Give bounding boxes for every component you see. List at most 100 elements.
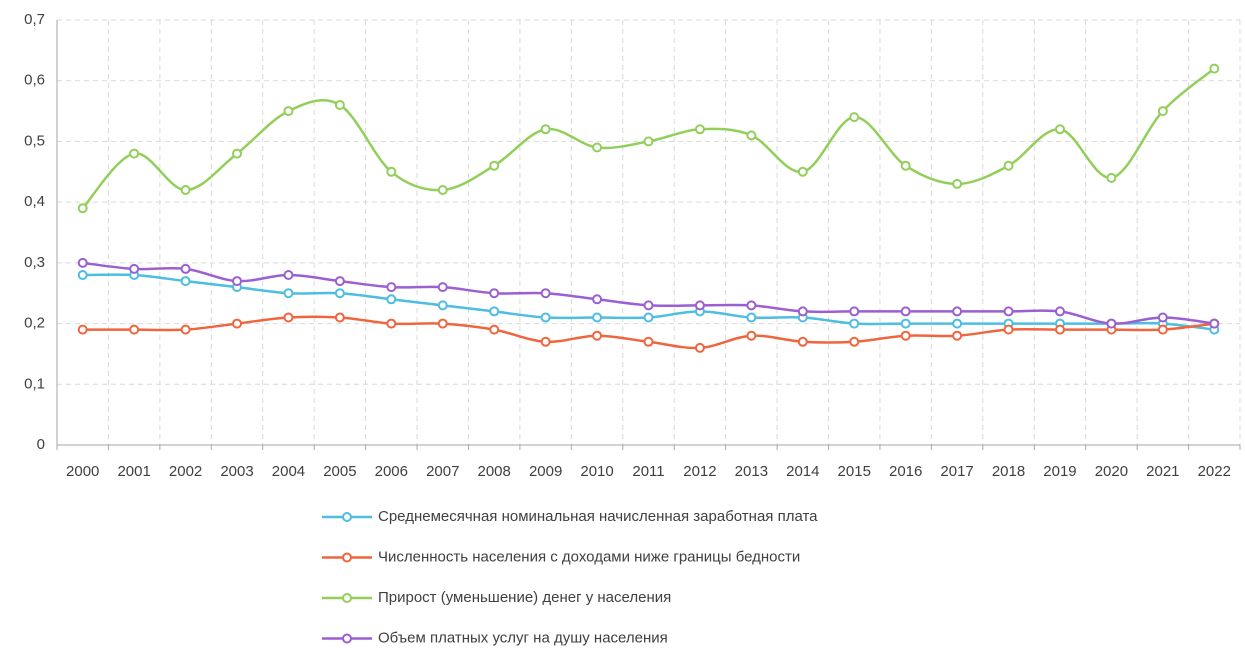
point: [849, 336, 860, 347]
x-tick-label: 2005: [323, 463, 356, 480]
point: [1209, 318, 1220, 329]
point: [283, 106, 294, 117]
x-tick-label: 2021: [1146, 463, 1179, 480]
x-tick-label: 2019: [1043, 463, 1076, 480]
y-tick-label: 0: [37, 436, 45, 453]
point: [1003, 160, 1014, 171]
point: [746, 312, 757, 323]
point: [643, 136, 654, 147]
point: [489, 324, 500, 335]
y-tick-label: 0,7: [24, 11, 45, 28]
point: [952, 178, 963, 189]
point: [540, 336, 551, 347]
y-tick-label: 0,3: [24, 254, 45, 271]
point: [1209, 63, 1220, 74]
x-tick-label: 2007: [426, 463, 459, 480]
point: [1054, 324, 1065, 335]
point: [1003, 324, 1014, 335]
legend-label: Объем платных услуг на душу населения: [378, 629, 668, 646]
x-tick-label: 2000: [66, 463, 99, 480]
point: [849, 306, 860, 317]
point: [129, 324, 140, 335]
point: [952, 330, 963, 341]
point: [900, 330, 911, 341]
point: [1106, 172, 1117, 183]
point: [334, 312, 345, 323]
x-tick-label: 2010: [580, 463, 613, 480]
x-tick-label: 2016: [889, 463, 922, 480]
point: [592, 330, 603, 341]
point: [386, 318, 397, 329]
point: [540, 124, 551, 135]
point: [180, 324, 191, 335]
legend-marker: [342, 593, 352, 603]
y-tick-label: 0,5: [24, 132, 45, 149]
point: [180, 185, 191, 195]
point: [900, 318, 911, 329]
point: [643, 312, 654, 323]
point: [1003, 306, 1014, 317]
point: [1157, 324, 1168, 335]
point: [283, 288, 294, 299]
point: [386, 282, 397, 293]
legend-label: Прирост (уменьшение) денег у населения: [378, 589, 671, 606]
point: [643, 300, 654, 311]
point: [386, 294, 397, 305]
point: [540, 288, 551, 299]
point: [283, 270, 294, 280]
x-tick-label: 2020: [1095, 463, 1128, 480]
point: [437, 318, 448, 329]
point: [694, 124, 705, 135]
legend-marker: [342, 552, 352, 563]
point: [746, 300, 757, 311]
point: [334, 288, 345, 299]
point: [849, 112, 860, 123]
x-tick-label: 2006: [375, 463, 408, 480]
x-tick-label: 2014: [786, 463, 819, 480]
x-tick-label: 2004: [272, 463, 305, 480]
point: [437, 185, 448, 195]
point: [1054, 306, 1065, 317]
x-tick-label: 2003: [220, 463, 253, 480]
y-tick-label: 0,2: [24, 315, 45, 332]
point: [746, 130, 757, 141]
y-tick-label: 0,4: [24, 193, 45, 210]
point: [540, 312, 551, 323]
point: [437, 300, 448, 311]
x-tick-label: 2017: [940, 463, 973, 480]
point: [129, 263, 140, 274]
point: [797, 166, 808, 177]
point: [180, 276, 191, 287]
point: [232, 276, 243, 287]
x-tick-label: 2001: [117, 463, 150, 480]
point: [849, 318, 860, 329]
point: [1106, 318, 1117, 329]
point: [900, 160, 911, 171]
point: [1054, 124, 1065, 135]
x-tick-label: 2009: [529, 463, 562, 480]
point: [900, 306, 911, 317]
point: [77, 324, 88, 335]
point: [694, 300, 705, 311]
point: [1157, 312, 1168, 323]
x-tick-label: 2008: [478, 463, 511, 480]
x-tick-label: 2013: [735, 463, 768, 480]
legend-marker: [342, 512, 352, 522]
point: [283, 312, 294, 323]
x-tick-label: 2022: [1198, 463, 1231, 480]
legend-marker: [342, 633, 352, 644]
point: [129, 148, 140, 159]
x-tick-label: 2011: [632, 463, 664, 480]
legend-label: Среднемесячная номинальная начисленная з…: [378, 508, 818, 525]
point: [232, 148, 243, 159]
x-tick-label: 2002: [169, 463, 202, 480]
x-tick-label: 2015: [838, 463, 871, 480]
point: [694, 342, 705, 353]
y-tick-label: 0,1: [24, 375, 45, 392]
y-tick-label: 0,6: [24, 72, 45, 89]
point: [592, 312, 603, 323]
point: [77, 257, 88, 268]
point: [334, 276, 345, 287]
point: [952, 306, 963, 317]
